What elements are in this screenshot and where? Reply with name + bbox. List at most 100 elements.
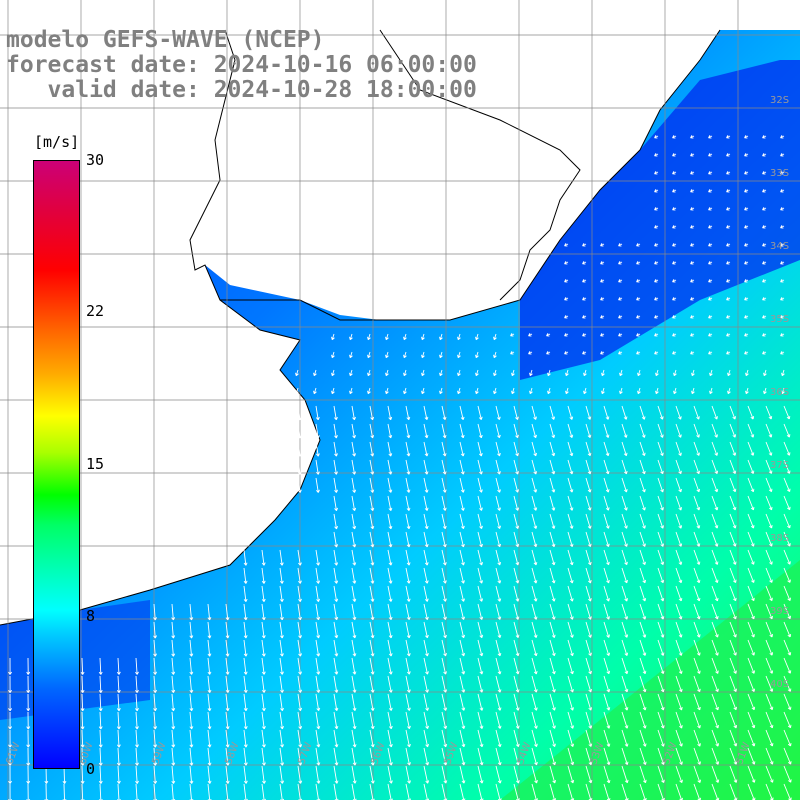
wind-arrow	[726, 261, 731, 265]
wind-arrow	[675, 531, 683, 547]
wind-arrow	[567, 693, 574, 711]
wind-arrow	[423, 765, 430, 784]
wind-arrow	[600, 279, 605, 283]
wind-arrow	[153, 693, 158, 712]
wind-arrow	[549, 603, 556, 620]
wind-arrow	[765, 495, 773, 511]
wind-arrow	[711, 441, 719, 456]
wind-arrow	[315, 567, 321, 584]
wind-arrow	[693, 495, 701, 511]
wind-arrow	[744, 171, 749, 175]
wind-arrow	[116, 657, 121, 675]
wind-arrow	[639, 585, 647, 602]
wind-arrow	[585, 765, 593, 784]
wind-arrow	[711, 549, 719, 565]
wind-arrow	[603, 639, 611, 656]
wind-arrow	[477, 513, 483, 530]
wind-arrow	[585, 729, 593, 747]
wind-arrow	[567, 423, 574, 439]
wind-arrow	[654, 279, 659, 283]
wind-arrow	[477, 675, 484, 693]
wind-arrow	[477, 747, 484, 766]
wind-arrow	[783, 477, 791, 493]
wind-arrow	[459, 567, 465, 584]
wind-arrow	[315, 747, 321, 766]
wind-arrow	[636, 297, 641, 301]
wind-arrow	[549, 549, 556, 566]
wind-arrow	[441, 693, 448, 711]
wind-arrow	[711, 477, 719, 493]
wind-arrow	[549, 765, 557, 784]
wind-arrow	[513, 567, 520, 584]
wind-arrow	[657, 657, 665, 675]
wind-arrow	[765, 675, 774, 692]
wind-arrow	[708, 171, 713, 175]
wind-arrow	[279, 621, 284, 639]
wind-arrow	[549, 747, 556, 766]
wind-arrow	[636, 315, 641, 319]
wind-arrow	[639, 765, 647, 784]
wind-arrow	[441, 531, 447, 548]
wind-arrow	[567, 765, 575, 784]
wind-arrow	[582, 315, 587, 319]
wind-arrow	[549, 585, 556, 602]
wind-arrow	[385, 333, 389, 341]
wind-arrow	[369, 693, 375, 711]
wind-arrow	[711, 711, 719, 729]
wind-arrow	[693, 765, 702, 783]
wind-arrow	[207, 657, 212, 675]
wind-arrow	[387, 567, 393, 584]
wind-arrow	[315, 621, 321, 639]
wind-arrow	[711, 495, 719, 511]
wind-arrow	[601, 387, 605, 395]
wind-arrow	[351, 585, 357, 602]
wind-arrow	[621, 621, 629, 638]
wind-arrow	[711, 459, 719, 475]
wind-arrow	[709, 369, 713, 377]
wind-arrow	[477, 567, 484, 584]
wind-arrow	[729, 405, 736, 420]
wind-arrow	[153, 621, 157, 639]
lat-label: 38S	[770, 533, 789, 544]
wind-arrow	[297, 747, 303, 766]
wind-arrow	[369, 621, 375, 639]
wind-arrow	[513, 441, 519, 457]
wind-arrow	[243, 657, 248, 675]
wind-arrow	[708, 207, 713, 211]
wind-arrow	[116, 747, 121, 766]
wind-arrow	[675, 549, 683, 565]
wind-arrow	[585, 513, 592, 529]
wind-arrow	[405, 765, 411, 784]
wind-arrow	[531, 423, 537, 439]
wind-arrow	[654, 261, 659, 265]
wind-arrow	[225, 711, 230, 730]
wind-arrow	[639, 441, 646, 457]
wind-arrow	[672, 297, 677, 301]
wind-arrow	[405, 513, 411, 530]
wind-arrow	[729, 657, 737, 674]
wind-arrow	[495, 423, 501, 439]
wind-arrow	[709, 387, 713, 395]
wind-arrow	[621, 747, 629, 765]
wind-arrow	[636, 261, 641, 265]
wind-arrow	[565, 387, 569, 395]
wind-arrow	[297, 441, 302, 457]
wind-arrow	[729, 729, 738, 747]
wind-arrow	[621, 477, 628, 493]
wind-arrow	[261, 711, 266, 730]
wind-arrow	[547, 369, 551, 377]
wind-arrow	[387, 675, 393, 693]
wind-arrow	[475, 333, 479, 341]
wind-arrow	[315, 459, 320, 475]
wind-arrow	[171, 693, 176, 712]
wind-arrow	[690, 189, 695, 193]
wind-arrow	[531, 549, 538, 566]
wind-arrow	[207, 747, 212, 766]
wind-arrow	[477, 477, 483, 493]
wind-arrow	[672, 207, 677, 211]
wind-arrow	[405, 405, 411, 421]
wind-arrow	[765, 405, 773, 420]
wind-arrow	[585, 549, 592, 566]
lat-label: 33S	[770, 168, 789, 179]
wind-arrow	[333, 495, 339, 512]
